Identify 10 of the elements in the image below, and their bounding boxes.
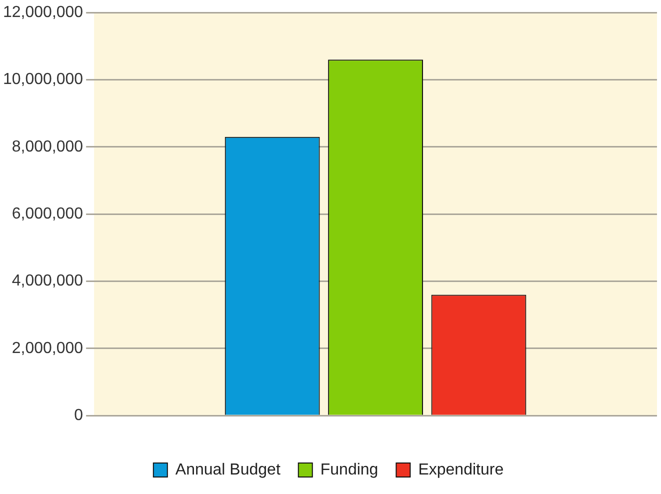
y-tick-label: 2,000,000 — [12, 340, 84, 357]
legend-label: Funding — [320, 461, 378, 478]
y-tick-label: 12,000,000 — [3, 4, 84, 22]
y-tick-label: 10,000,000 — [3, 71, 84, 88]
y-tick-label: 0 — [74, 407, 84, 424]
y-tick-label: 6,000,000 — [12, 206, 84, 223]
legend-label: Annual Budget — [175, 461, 281, 478]
y-tick-label: 8,000,000 — [12, 138, 84, 156]
legend-label: Expenditure — [418, 461, 504, 478]
y-tick-label: 4,000,000 — [12, 272, 84, 290]
